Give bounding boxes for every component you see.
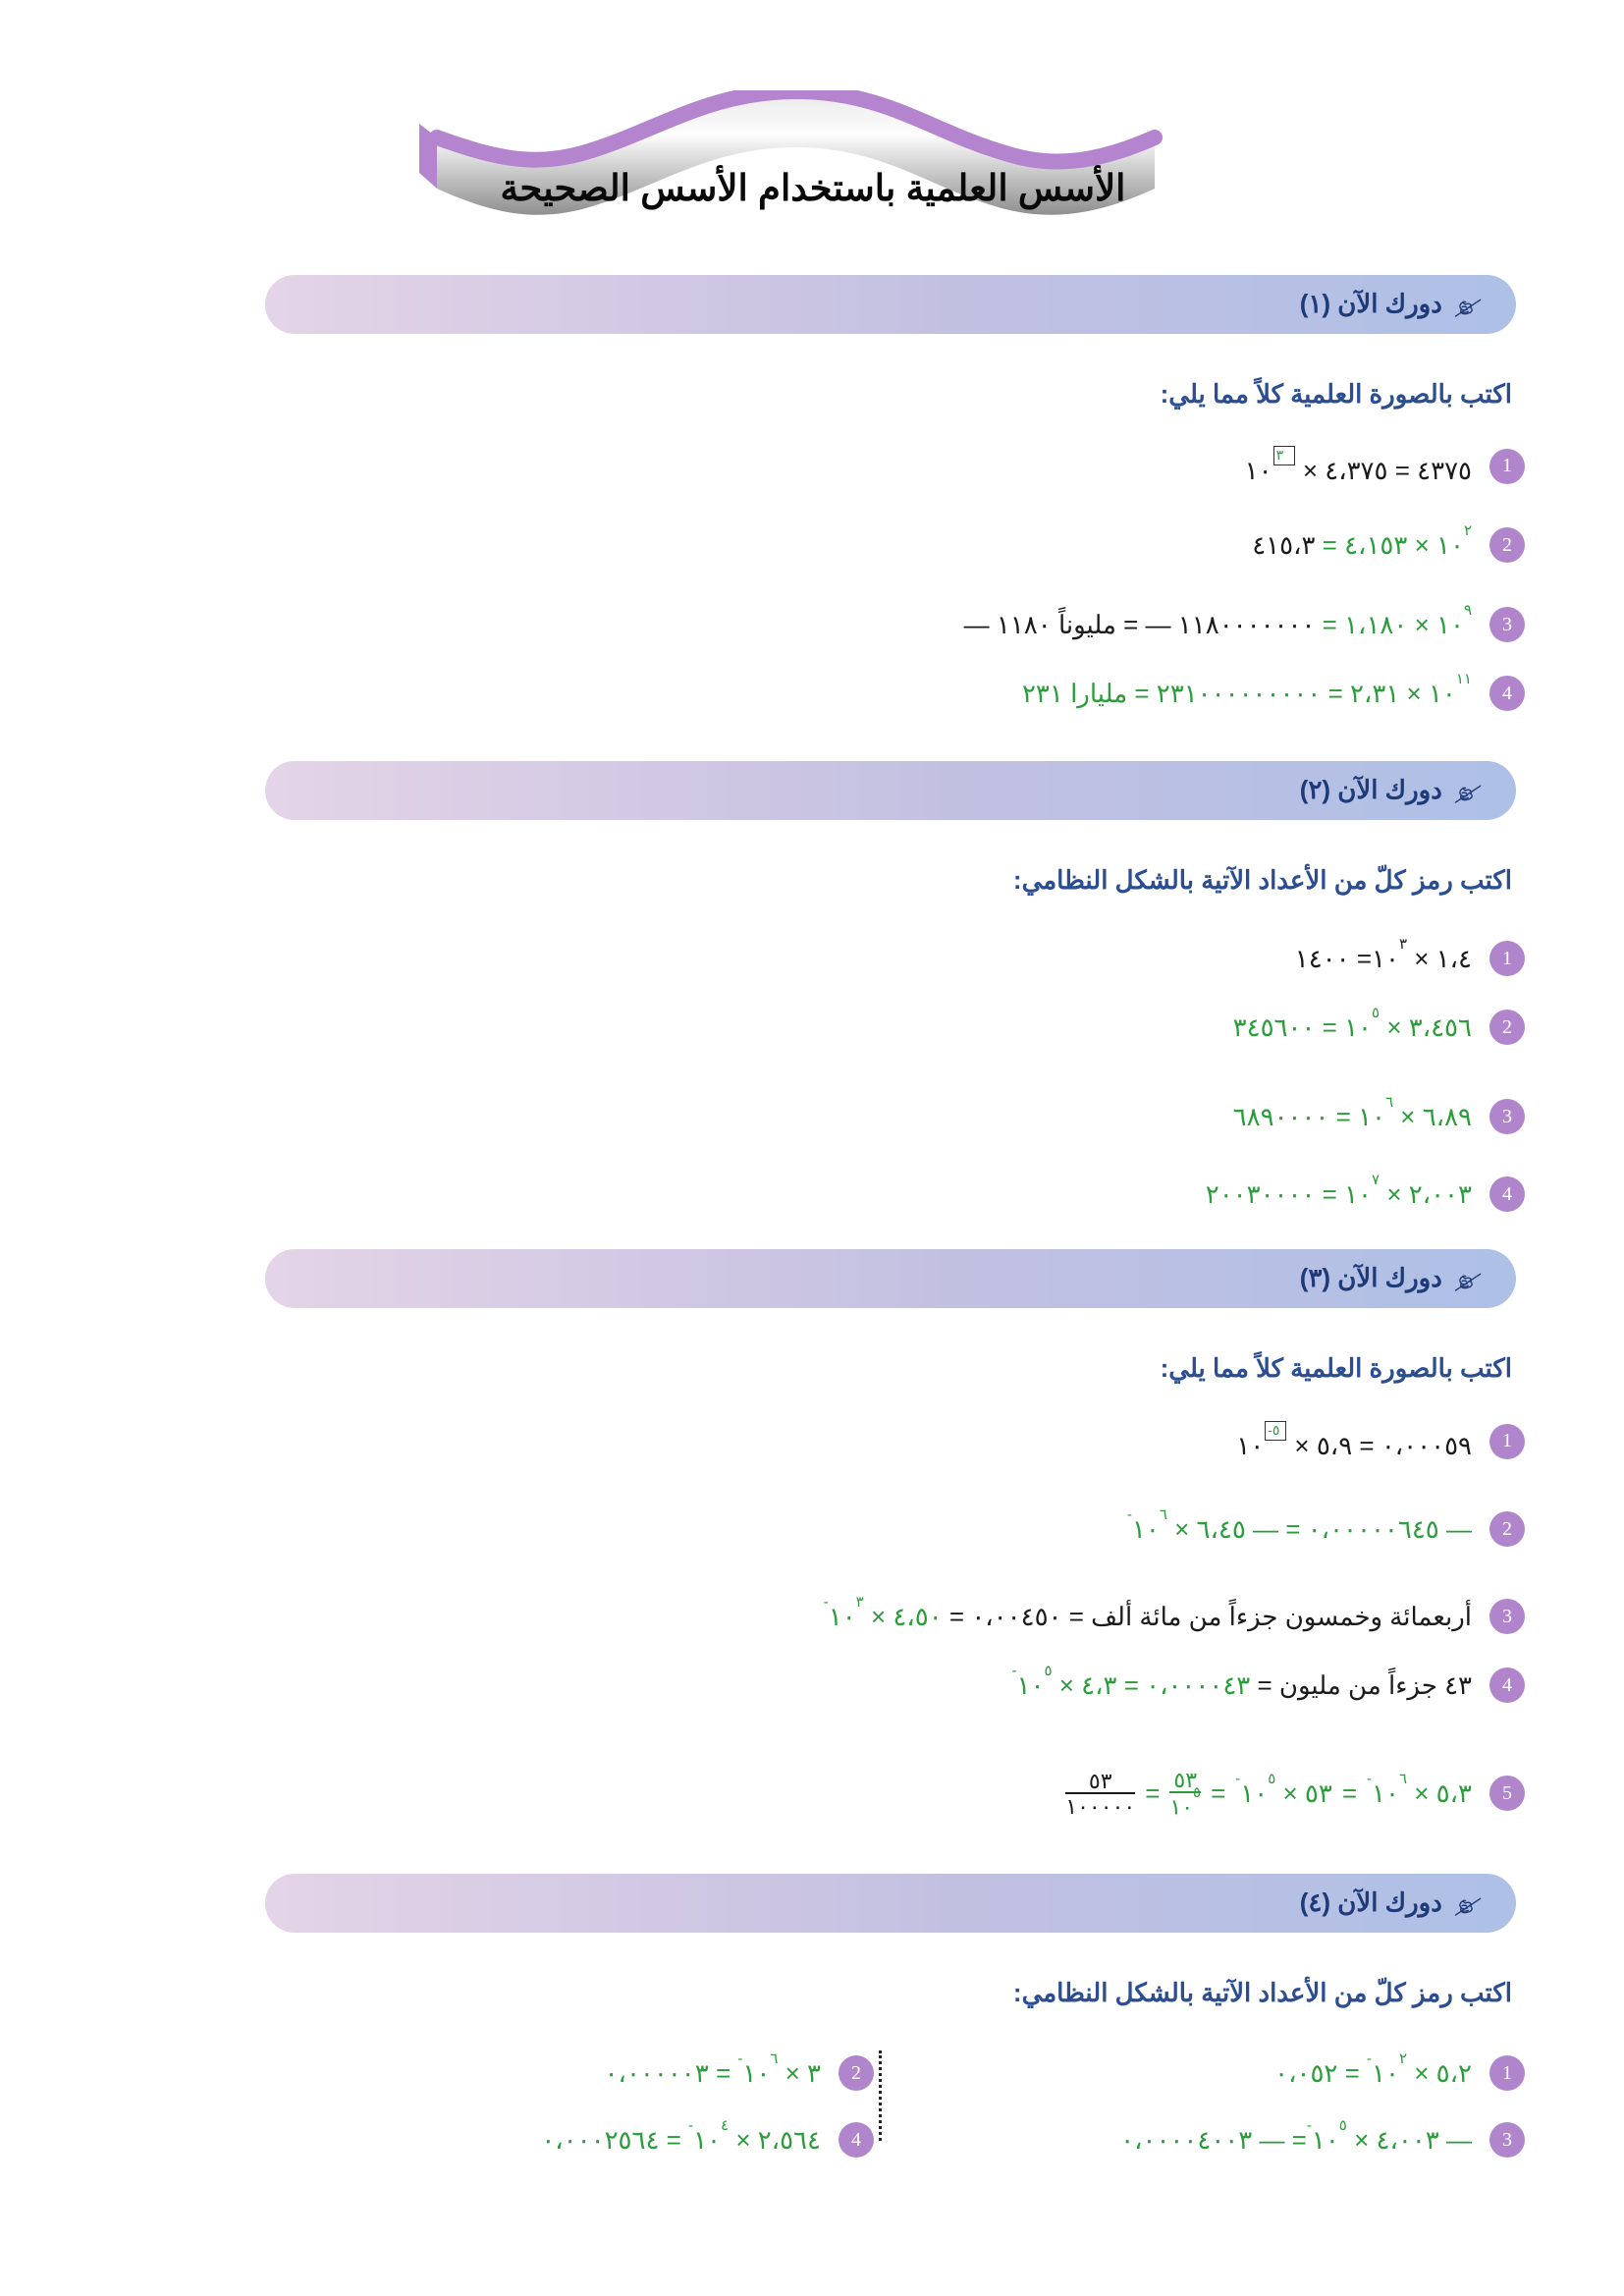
svg-text:الأسس العلمية باستخدام الأسس ا: الأسس العلمية باستخدام الأسس الصحيحة xyxy=(501,165,1126,210)
